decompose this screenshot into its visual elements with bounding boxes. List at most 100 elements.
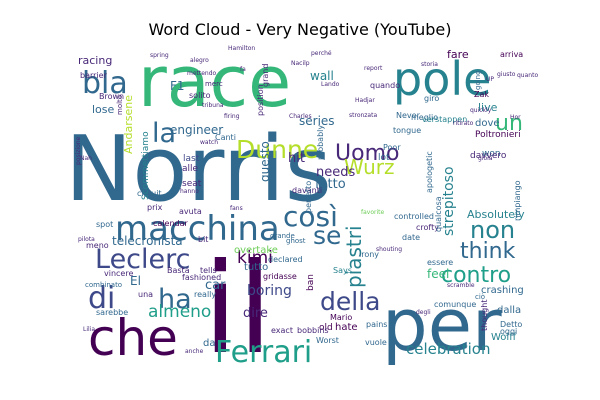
cloud-word-che: che [88, 309, 178, 367]
cloud-word-scommettiamo: Scommettiamo [141, 131, 151, 200]
cloud-word-alle: alle [182, 164, 199, 174]
cloud-word-zak: Zak [474, 90, 489, 99]
cloud-word-old: old [319, 323, 333, 333]
cloud-word-probably: probably [316, 125, 325, 160]
cloud-word-non: non [470, 216, 515, 244]
cloud-word-bla: bla [82, 66, 128, 101]
cloud-word-perfetto: perfetto [304, 181, 313, 213]
cloud-word-crofty: crofty [416, 223, 439, 232]
cloud-word-quickly: quickly [470, 107, 492, 114]
cloud-word-tongue: tongue [393, 126, 421, 135]
cloud-word-boring: boring [247, 283, 292, 299]
cloud-word-racing: racing [78, 54, 112, 67]
cloud-word-merc: merc [205, 80, 223, 88]
cloud-word-nah: Nah [80, 155, 92, 162]
cloud-word-fa: fa [240, 66, 246, 73]
cloud-word-feel: feel [427, 267, 449, 281]
cloud-word-sarebbe: sarebbe [96, 308, 128, 317]
cloud-word-strepitoso: strepitoso [441, 166, 457, 236]
cloud-word-engineer: engineer [170, 123, 223, 137]
cloud-word-meglio: meglio [411, 113, 438, 122]
cloud-word-dunne: Dunne [236, 135, 318, 164]
cloud-word-ha: ha [158, 284, 192, 315]
cloud-word-della: della [320, 287, 380, 316]
cloud-word-never: Never [396, 111, 421, 120]
cloud-word-mettendo: mettendo [187, 70, 217, 77]
cloud-word-f1: F1 [170, 79, 185, 93]
cloud-word-watch: watch [200, 139, 218, 146]
cloud-word-molto: molto [116, 95, 124, 115]
cloud-word-comunque: comunque [434, 300, 476, 309]
cloud-word-pilota: pilota [78, 236, 95, 243]
cloud-word-lose: lose [92, 103, 115, 116]
cloud-word-almeno: almeno [148, 302, 211, 322]
cloud-word-pole: pole [393, 52, 491, 106]
cloud-word-crashing: crashing [481, 285, 524, 296]
cloud-word-da: da [203, 338, 215, 349]
cloud-word-kimi: kimi [237, 248, 273, 268]
cloud-word-uomo: Uomo [335, 141, 399, 166]
cloud-word-verstappen: verstappen [422, 115, 467, 124]
cloud-word-gioia: gioia [478, 155, 493, 162]
cloud-word-overtake: overtake [234, 245, 278, 256]
cloud-word-hor: Hor [510, 114, 521, 121]
cloud-word-needs: needs [316, 165, 355, 180]
cloud-word-tells: tells [200, 266, 217, 275]
cloud-background [75, 48, 535, 358]
cloud-word-bit: bit [198, 235, 208, 244]
cloud-word-ghost: ghost [286, 237, 306, 245]
cloud-word-hit: hit [288, 151, 305, 166]
cloud-word-quanto: quanto [517, 72, 538, 79]
cloud-word-cos-: così [283, 200, 338, 233]
cloud-word-going: going [474, 70, 482, 90]
cloud-word-stronzata: stronzata [349, 112, 377, 119]
cloud-word-series: series [299, 114, 335, 128]
cloud-word-vincere: vincere [104, 269, 133, 278]
cloud-word-declared: declared [268, 255, 303, 264]
cloud-word-piastri: piastri [342, 225, 366, 288]
cloud-word-giro: giro [424, 94, 439, 103]
cloud-word-canti: Canti [215, 133, 236, 142]
cloud-word-lilia: Lilia [83, 326, 95, 333]
cloud-word-norris: Norris [65, 117, 332, 222]
cloud-word-hadjar: Hadjar [355, 97, 375, 104]
cloud-word-prix: prix [147, 203, 163, 212]
cloud-word-solito: solito [189, 91, 211, 100]
cloud-word-storia: storia [421, 61, 438, 68]
cloud-word-hamilton: Hamilton [228, 45, 255, 52]
cloud-word-pains: pains [366, 320, 387, 329]
cloud-word-lando: Lando [321, 81, 340, 88]
cloud-word-think: think [460, 239, 516, 264]
cloud-word-posizione: posizione [75, 136, 82, 165]
cloud-word-seat: seat [182, 179, 202, 189]
cloud-word-fatto: fatto [315, 177, 346, 192]
cloud-word-charles: Charles [289, 113, 312, 120]
cloud-word-rimpiango: rimpiango [513, 180, 522, 221]
cloud-word-ritirato: ritirato [453, 120, 474, 127]
cloud-word-mario: Mario [330, 313, 352, 322]
cloud-word-telecronista: telecronista [112, 234, 183, 248]
cloud-word-report: report [364, 65, 383, 72]
cloud-word-circuit: circuit [137, 189, 162, 198]
cloud-word-bobbins: bobbins [297, 326, 329, 335]
cloud-word-macchina: macchina [115, 209, 280, 249]
cloud-word-davvero: davvero [470, 151, 507, 161]
cloud-word-andarsene: Andarsene [122, 95, 135, 154]
cloud-word-ci-: ciò [475, 293, 485, 301]
cloud-word-car: car [205, 278, 226, 293]
cloud-word-ban: ban [306, 274, 316, 291]
cloud-word-questo: questo [258, 141, 272, 182]
cloud-word-essere: essere [427, 258, 453, 267]
cloud-word-live: live [478, 101, 498, 114]
cloud-word-up: UP [486, 76, 494, 83]
cloud-word-tutto: tutto [244, 262, 268, 273]
cloud-word-position: position [256, 84, 265, 116]
cloud-word-worst: Worst [316, 336, 339, 345]
cloud-word-leclerc: Leclerc [95, 244, 191, 275]
cloud-word-grand: grand [261, 64, 270, 87]
cloud-word-dalla: dalla [497, 305, 521, 316]
cloud-word-controlled: controlled [394, 212, 434, 221]
cloud-word-race: race [138, 41, 291, 123]
cloud-word-il: il [203, 237, 272, 382]
